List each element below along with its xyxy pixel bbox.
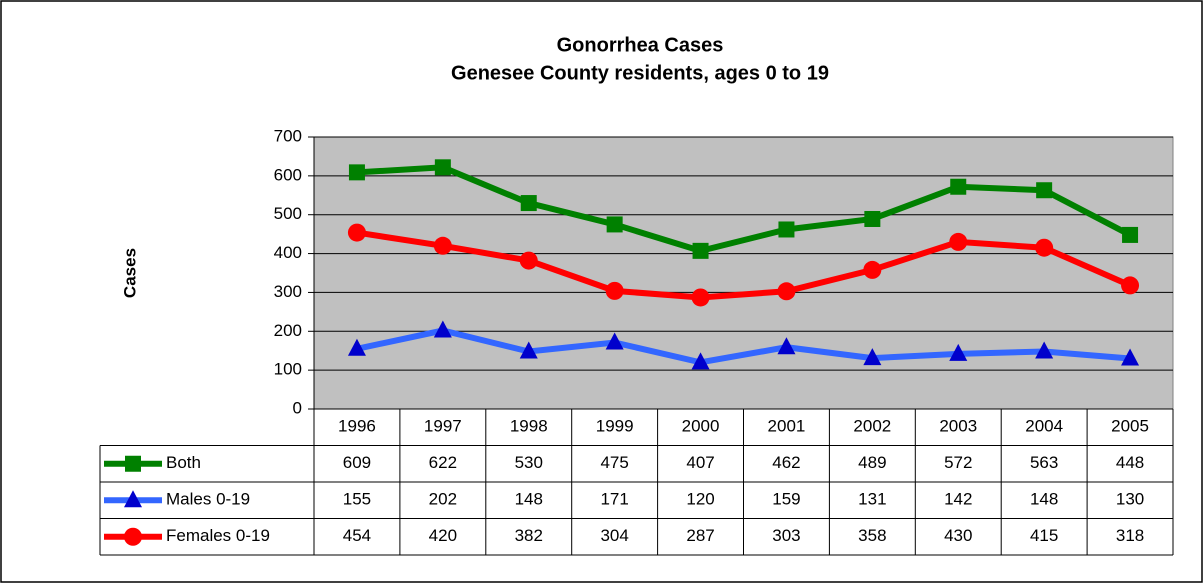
y-tick-label: 200: [274, 321, 302, 340]
marker: [433, 320, 452, 338]
legend-label: Females 0-19: [166, 526, 270, 545]
table-value: 382: [515, 526, 543, 545]
y-tick-label: 300: [274, 282, 302, 301]
marker: [692, 242, 709, 259]
marker: [949, 343, 968, 361]
marker: [1035, 238, 1054, 257]
marker: [605, 281, 624, 300]
table-value: 303: [772, 526, 800, 545]
marker: [347, 223, 366, 242]
marker: [949, 232, 968, 251]
table-value: 304: [600, 526, 628, 545]
marker: [519, 341, 538, 359]
table-value: 572: [944, 453, 972, 472]
marker: [864, 210, 881, 227]
table-value: 489: [858, 453, 886, 472]
marker: [434, 159, 451, 176]
table-value: 318: [1116, 526, 1144, 545]
table-value: 358: [858, 526, 886, 545]
marker: [1121, 348, 1140, 366]
table-value: 462: [772, 453, 800, 472]
marker: [1121, 276, 1140, 295]
marker: [125, 455, 141, 472]
x-tick-label: 2001: [768, 417, 806, 436]
marker: [519, 251, 538, 270]
table-value: 130: [1116, 490, 1144, 509]
y-tick-label: 100: [274, 360, 302, 379]
table-value: 609: [343, 453, 371, 472]
table-value: 448: [1116, 453, 1144, 472]
marker: [605, 332, 624, 350]
table-value: 415: [1030, 526, 1058, 545]
marker: [1036, 182, 1053, 199]
table-value: 202: [429, 490, 457, 509]
y-tick-label: 0: [293, 398, 302, 417]
legend-label: Males 0-19: [166, 490, 250, 509]
table-value: 155: [343, 490, 371, 509]
plot-area: [313, 136, 1174, 410]
marker: [348, 164, 365, 181]
marker: [777, 337, 796, 355]
marker: [433, 236, 452, 255]
table-value: 407: [686, 453, 714, 472]
x-tick-label: 2004: [1025, 417, 1063, 436]
x-tick-label: 2000: [682, 417, 720, 436]
line: [356, 229, 1132, 301]
marker: [124, 527, 142, 546]
x-tick-label: 2003: [939, 417, 977, 436]
y-tick-label: 600: [274, 165, 302, 184]
y-tick-label: 400: [274, 243, 302, 262]
table-value: 159: [772, 490, 800, 509]
x-tick-label: 1999: [596, 417, 634, 436]
marker: [606, 216, 623, 233]
marker: [863, 348, 882, 366]
table-value: 120: [686, 490, 714, 509]
marker: [520, 195, 537, 212]
marker: [863, 260, 882, 279]
table-value: 287: [686, 526, 714, 545]
y-axis-label: Cases: [120, 248, 139, 298]
table-value: 171: [600, 490, 628, 509]
y-tick-label: 500: [274, 204, 302, 223]
marker: [691, 352, 710, 370]
x-tick-label: 1996: [338, 417, 376, 436]
table-value: 530: [515, 453, 543, 472]
legend-label: Both: [166, 453, 201, 472]
table-value: 563: [1030, 453, 1058, 472]
marker: [124, 490, 142, 508]
marker: [1122, 226, 1139, 243]
chart-title: Gonorrhea Cases: [557, 34, 724, 56]
table-value: 454: [343, 526, 371, 545]
line: [356, 164, 1132, 254]
table-value: 148: [1030, 490, 1058, 509]
marker: [777, 282, 796, 301]
x-tick-label: 1997: [424, 417, 462, 436]
table-value: 430: [944, 526, 972, 545]
y-tick-label: 700: [274, 126, 302, 145]
chart-subtitle: Genesee County residents, ages 0 to 19: [451, 62, 829, 84]
table-value: 148: [515, 490, 543, 509]
marker: [950, 178, 967, 195]
table-value: 622: [429, 453, 457, 472]
table-value: 420: [429, 526, 457, 545]
table-value: 142: [944, 490, 972, 509]
table-value: 131: [858, 490, 886, 509]
table-value: 475: [600, 453, 628, 472]
marker: [1035, 341, 1054, 359]
x-tick-label: 1998: [510, 417, 548, 436]
marker: [691, 288, 710, 307]
x-tick-label: 2002: [853, 417, 891, 436]
marker: [347, 338, 366, 356]
marker: [778, 221, 795, 238]
line: [356, 327, 1131, 366]
x-tick-label: 2005: [1111, 417, 1149, 436]
